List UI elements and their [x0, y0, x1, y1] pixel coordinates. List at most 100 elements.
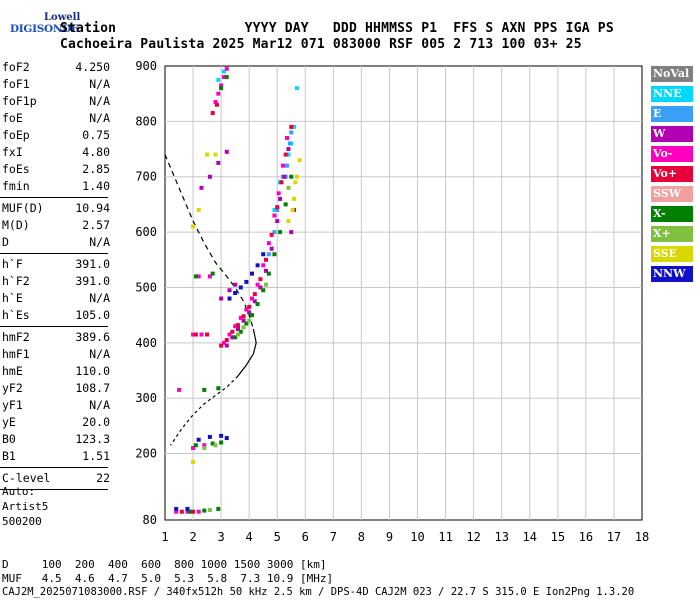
x-tick-label: 10 — [410, 530, 424, 544]
legend-item-sse: SSE — [651, 246, 693, 262]
trace-point-nne — [294, 86, 299, 91]
trace-point-w — [252, 299, 257, 304]
trace-point-vo- — [174, 509, 179, 514]
trace-point-vo- — [199, 332, 204, 337]
lowell-logo: Lowell DIGISONDE — [4, 12, 80, 38]
param-name: h`E — [2, 291, 23, 305]
trace-point-x- — [233, 335, 238, 340]
param-row: B0 123.3 — [2, 431, 110, 448]
legend-item-x-: X- — [651, 206, 693, 222]
x-tick-label: 12 — [466, 530, 480, 544]
x-tick-label: 2 — [189, 530, 196, 544]
trace-point-x- — [193, 443, 198, 448]
trace-point-nne — [286, 152, 291, 157]
trace-point-vo- — [235, 323, 240, 328]
param-separator — [0, 197, 108, 198]
param-name: D — [2, 235, 9, 249]
param-value: 20.0 — [82, 415, 110, 429]
trace-point-nnw — [196, 437, 201, 442]
trace-point-nnw — [261, 252, 266, 257]
trace-point-vo- — [191, 446, 196, 451]
trace-point-w — [235, 326, 240, 331]
trace-point-x- — [235, 332, 240, 337]
trace-point-w — [230, 335, 235, 340]
trace-point-vo- — [230, 329, 235, 334]
trace-point-vo- — [261, 263, 266, 268]
param-row: hmF2 389.6 — [2, 329, 110, 346]
trace-point-vo- — [238, 315, 243, 320]
trace-point-x- — [255, 302, 260, 307]
trace-point-x- — [272, 252, 277, 257]
trace-point-vo- — [221, 75, 226, 80]
y-tick-label: 400 — [135, 336, 157, 350]
param-value: 389.6 — [75, 330, 110, 344]
trace-point-nne — [216, 77, 221, 82]
trace-point-vo- — [255, 282, 260, 287]
param-row: M(D) 2.57 — [2, 217, 110, 234]
param-value: 22 — [96, 471, 110, 485]
param-row: foF1p N/A — [2, 93, 110, 110]
trace-point-e — [289, 130, 294, 135]
trace-point-nnw — [224, 436, 229, 441]
param-value: 105.0 — [75, 308, 110, 322]
x-tick-label: 17 — [607, 530, 621, 544]
trace-point-x- — [266, 271, 271, 276]
trace-point-x- — [286, 185, 291, 190]
trace-point-x- — [188, 509, 193, 514]
param-value: 0.75 — [82, 128, 110, 142]
trace-point-vo- — [185, 509, 190, 514]
autoscaler-line2: Artist5 — [2, 500, 49, 513]
y-tick-label: 700 — [135, 170, 157, 184]
footer-distance-row: D 100 200 400 600 800 1000 1500 3000 [km… — [2, 558, 327, 571]
param-name: foF1 — [2, 77, 30, 91]
trace-point-nne — [292, 124, 297, 129]
trace-point-vo- — [247, 304, 252, 309]
trace-point-vo- — [272, 213, 277, 218]
y-tick-label: 200 — [135, 447, 157, 461]
trace-point-vo- — [233, 324, 238, 329]
trace-point-vo- — [244, 307, 249, 312]
trace-point-w — [289, 230, 294, 235]
trace-point-vo- — [258, 277, 263, 282]
trace-point-w — [275, 219, 280, 224]
trace-point-nnw — [244, 279, 249, 284]
header-row2: Cachoeira Paulista 2025 Mar12 071 083000… — [60, 37, 582, 52]
param-row: h`Es 105.0 — [2, 307, 110, 324]
trace-point-nne — [221, 69, 226, 74]
trace-point-w — [199, 185, 204, 190]
trace-point-vo- — [219, 83, 224, 88]
param-row: hmF1 N/A — [2, 346, 110, 363]
trace-point-vo- — [210, 111, 215, 116]
param-row: foEs 2.85 — [2, 161, 110, 178]
x-tick-label: 11 — [438, 530, 452, 544]
param-name: h`Es — [2, 308, 30, 322]
param-name: C-level — [2, 471, 51, 485]
param-value: 110.0 — [75, 364, 110, 378]
x-tick-label: 1 — [161, 530, 168, 544]
param-value: N/A — [89, 291, 110, 305]
trace-point-x- — [224, 75, 229, 80]
trace-point-x- — [216, 386, 221, 391]
trace-point-vo- — [283, 152, 288, 157]
trace-point-vo- — [224, 338, 229, 343]
param-row: B1 1.51 — [2, 448, 110, 465]
x-tick-label: 5 — [274, 530, 281, 544]
trace-point-x- — [202, 508, 207, 513]
trace-point-e — [287, 141, 292, 146]
param-row: yE 20.0 — [2, 414, 110, 431]
trace-point-vo- — [266, 241, 271, 246]
trace-point-vo- — [221, 340, 226, 345]
param-name: h`F2 — [2, 274, 30, 288]
autoscaler-line1: Auto: — [2, 485, 36, 498]
trace-point-vo- — [207, 274, 212, 279]
param-name: fxI — [2, 145, 23, 159]
header-row1: Station YYYY DAY DDD HHMMSS P1 FFS S AXN… — [60, 21, 614, 36]
trace-point-vo- — [214, 102, 219, 107]
param-value: N/A — [89, 111, 110, 125]
param-value: 4.250 — [75, 60, 110, 74]
trace-point-x- — [283, 202, 288, 207]
trace-point-nnw — [207, 434, 212, 439]
legend-item-x-: X+ — [651, 226, 693, 242]
trace-point-w — [219, 296, 224, 301]
